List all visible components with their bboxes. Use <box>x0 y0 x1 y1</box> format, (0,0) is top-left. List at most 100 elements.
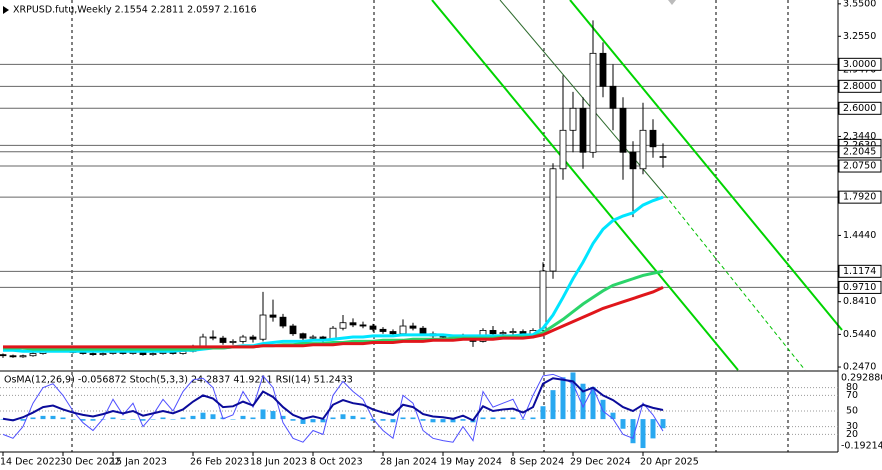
candle-body <box>639 129 647 170</box>
candle-body <box>649 129 657 148</box>
osma-bar <box>270 411 276 420</box>
candle-body <box>389 331 397 335</box>
level-label: 1.7920 <box>843 192 876 203</box>
osma-bar <box>380 419 386 421</box>
level-label: 2.8000 <box>843 81 876 92</box>
osma-bar <box>390 419 396 423</box>
level-label-box <box>838 280 882 294</box>
candle-body <box>539 270 547 331</box>
osma-bar <box>260 409 266 420</box>
candle-body <box>489 330 497 335</box>
osma-bar <box>190 415 196 420</box>
osma-bar <box>290 419 296 421</box>
candle-body <box>149 353 157 356</box>
osma-bar <box>580 383 586 420</box>
y-tick-label: 0.8410 <box>843 296 876 307</box>
x-tick-label: 19 May 2024 <box>440 457 502 468</box>
stoch-line <box>2 373 664 443</box>
candle-body <box>89 353 97 356</box>
y-tick-label: 1.4440 <box>843 230 876 241</box>
candle-body <box>9 355 17 358</box>
level-label-box <box>838 101 882 115</box>
candle-body <box>599 52 607 87</box>
level-label: 3.0000 <box>843 59 876 70</box>
osma-bar <box>660 419 666 429</box>
osma-bar <box>140 419 146 421</box>
trend-lines <box>431 0 843 371</box>
osma-bar <box>40 415 46 420</box>
x-tick-label: 18 Jun 2023 <box>250 457 307 468</box>
osma-bar <box>570 372 576 420</box>
x-tick-label: 8 Oct 2023 <box>310 457 363 468</box>
candle-body <box>99 353 107 356</box>
scroll-marker <box>668 0 676 5</box>
osma-bar <box>540 406 546 420</box>
osma-bar <box>370 419 376 421</box>
osma-bar <box>330 417 336 420</box>
osma-bar <box>350 415 356 420</box>
osma-bar <box>320 419 326 423</box>
osma-bar <box>280 415 286 420</box>
osma-bar <box>130 419 136 420</box>
candle-body <box>499 332 507 335</box>
level-label: 2.6000 <box>843 103 876 114</box>
osma-bar <box>170 419 176 420</box>
chart-title: XRPUSD.futu,Weekly 2.1554 2.2811 2.0597 … <box>13 5 257 16</box>
levels <box>0 63 838 288</box>
osma-tick-label: 0.292880 <box>841 373 882 384</box>
candle-body <box>289 325 297 335</box>
candle-body <box>0 354 7 357</box>
candle-body <box>629 151 637 170</box>
candle-body <box>269 314 277 318</box>
osma-bar <box>160 417 166 420</box>
osma-bar <box>630 419 636 444</box>
osma-bar <box>460 419 466 421</box>
title-icon <box>3 6 9 14</box>
osma-bar <box>560 377 566 420</box>
candle-body <box>369 325 377 330</box>
x-tick-label: 8 Sep 2024 <box>510 457 564 468</box>
candle-body <box>19 355 27 358</box>
candle-body <box>579 107 587 153</box>
osma-bar <box>550 390 556 420</box>
osma-bar <box>70 419 76 420</box>
osma-bar <box>340 414 346 420</box>
osma-bar <box>150 419 156 420</box>
osma-bar <box>510 417 516 420</box>
osma-bar <box>640 419 646 449</box>
osma-bar <box>210 414 216 420</box>
candle-body <box>509 331 517 334</box>
candle-body <box>659 156 667 158</box>
moving-average <box>3 269 664 351</box>
channel-line <box>569 0 843 331</box>
osma-tick-label: -0.192140 <box>841 441 882 452</box>
candle-body <box>359 324 367 327</box>
candle-body <box>399 325 407 335</box>
x-tick-label: 15 Jan 2023 <box>110 457 167 468</box>
osma-bar <box>200 412 206 420</box>
candle-body <box>589 52 597 153</box>
candle-body <box>29 353 37 357</box>
indicator-tick-label: 50 <box>846 406 858 417</box>
level-label-box <box>838 159 882 173</box>
indicator-tick-label: 20 <box>846 429 858 440</box>
osma-bar <box>610 412 616 420</box>
osma-bar <box>430 419 436 423</box>
candle-body <box>619 107 627 153</box>
candle-body <box>239 336 247 342</box>
y-tick-label: 0.5440 <box>843 329 876 340</box>
level-label-box <box>838 145 882 159</box>
indicator-tick-label: 30 <box>846 421 858 432</box>
candle-body <box>349 322 357 326</box>
osma-bar <box>530 417 536 420</box>
candle-body <box>419 327 427 335</box>
level-label: 1.1174 <box>843 266 876 277</box>
candle-body <box>229 341 237 343</box>
candle-body <box>209 336 217 339</box>
x-tick-label: 28 Jan 2024 <box>380 457 437 468</box>
level-label-box <box>838 190 882 204</box>
osma-bar <box>30 417 36 420</box>
